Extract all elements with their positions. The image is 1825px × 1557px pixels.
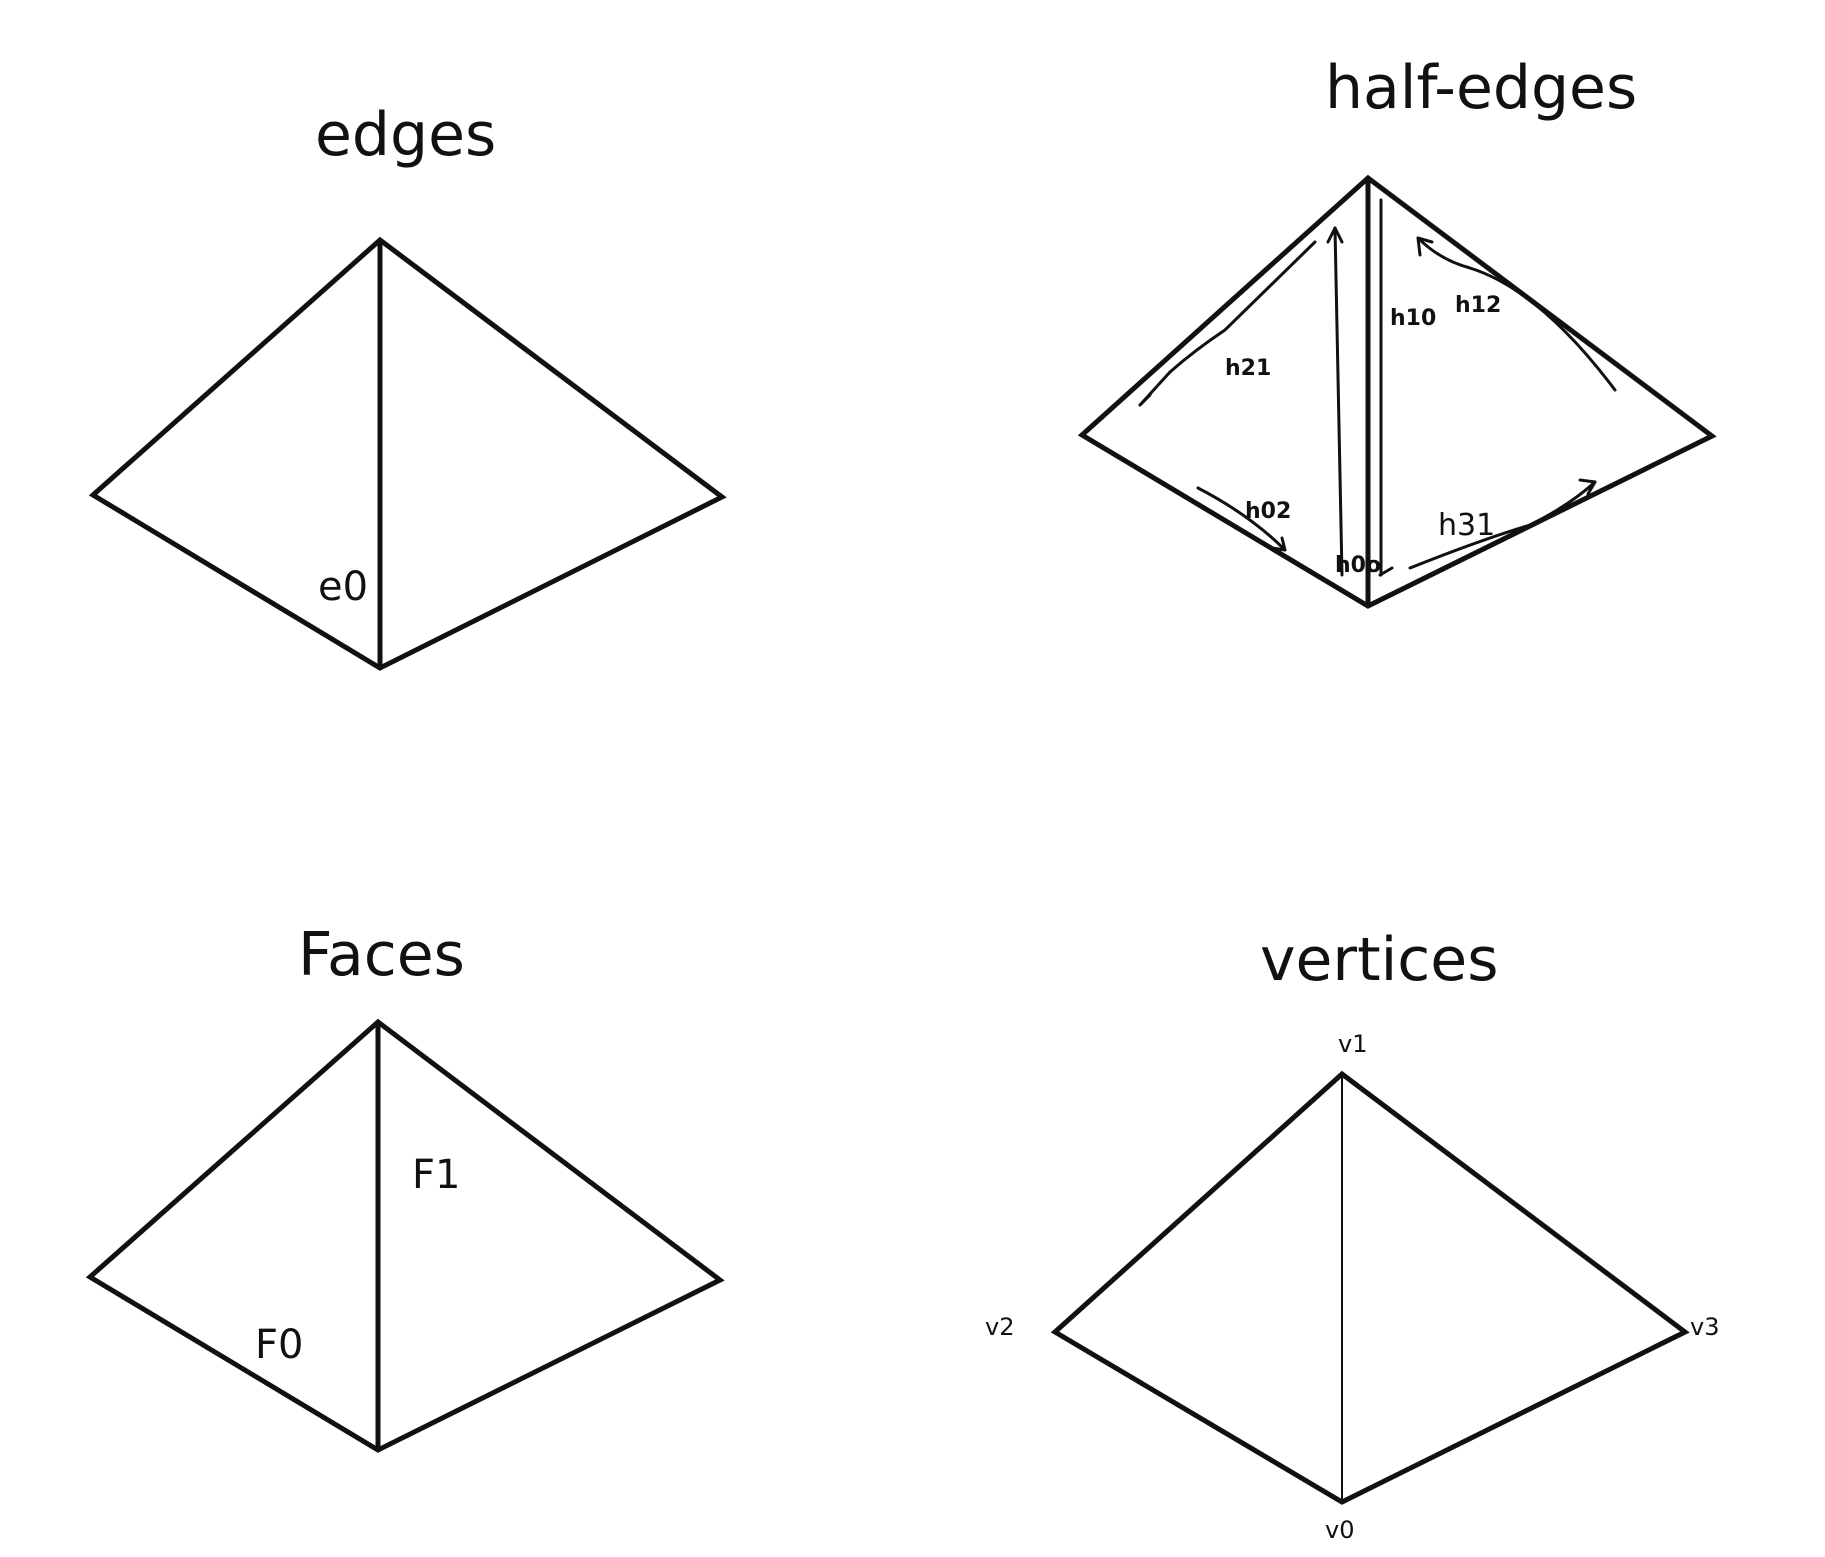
- faces-outline: [85, 1018, 725, 1453]
- vertex-label-v1: v1: [1338, 1030, 1367, 1058]
- half-edge-label-h31: h31: [1438, 508, 1495, 543]
- vertices-outline: [1050, 1070, 1690, 1505]
- half-edge-arrowhead-h21: [1138, 393, 1152, 407]
- half-edge-arrow-h31: [1408, 478, 1597, 570]
- half-edges-title: half-edges: [1325, 53, 1637, 123]
- half-edge-arrow-h12: [1416, 236, 1617, 392]
- half-edges-outline: [1077, 174, 1717, 609]
- vertices-panel: vertices v1 v2 v3 v0: [985, 925, 1719, 1544]
- half-edge-label-h12: h12: [1455, 293, 1501, 318]
- half-edges-panel: half-edges h21 h10 h12 h02 h0o h31: [1077, 53, 1717, 609]
- half-edge-arrow-h02: [1196, 486, 1287, 552]
- vertices-title: vertices: [1260, 925, 1498, 995]
- vertex-label-v3: v3: [1690, 1313, 1719, 1341]
- edges-title: edges: [315, 100, 496, 170]
- face-label-f0: F0: [255, 1322, 303, 1368]
- faces-panel: Faces F0 F1: [85, 920, 725, 1453]
- vertex-label-v0: v0: [1325, 1516, 1354, 1544]
- half-edge-label-h21: h21: [1225, 356, 1271, 381]
- vertex-label-v2: v2: [985, 1313, 1014, 1341]
- half-edge-arrow-h00: [1326, 226, 1344, 577]
- half-edge-tick-h10: [1378, 566, 1394, 577]
- edges-panel: edges e0: [88, 100, 727, 671]
- half-edge-label-h10: h10: [1390, 306, 1436, 331]
- face-label-f1: F1: [412, 1152, 460, 1198]
- half-edge-label-h00: h0o: [1335, 553, 1381, 578]
- faces-title: Faces: [298, 920, 465, 990]
- half-edge-arrow-h21: [1138, 240, 1317, 407]
- edges-outline: [88, 236, 727, 671]
- edge-label-e0: e0: [318, 564, 368, 610]
- half-edge-label-h02: h02: [1245, 499, 1291, 524]
